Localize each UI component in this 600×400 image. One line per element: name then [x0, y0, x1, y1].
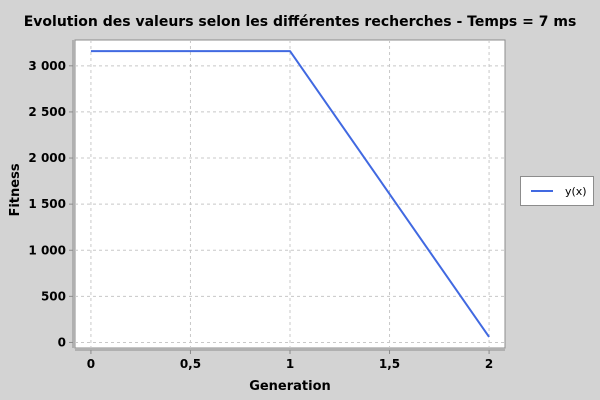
x-tick-label: 1,5 [379, 357, 400, 371]
plot-area [74, 39, 506, 349]
legend: y(x) [520, 176, 594, 206]
x-tick-label: 2 [485, 357, 493, 371]
legend-label: y(x) [565, 184, 587, 198]
axes: 0 0,5 1 1,5 2 0 500 1 000 1 500 2 000 2 500 3 000 [28, 40, 505, 371]
chart-title: Evolution des valeurs selon les différen… [23, 14, 577, 30]
y-tick-label: 2 500 [28, 105, 66, 119]
x-tick-label: 0,5 [180, 357, 201, 371]
y-tick-label: 1 000 [28, 243, 66, 257]
y-axis-label: Fitness [8, 163, 23, 216]
y-tick-label: 3 000 [28, 59, 66, 73]
legend-swatch [531, 190, 553, 192]
y-tick-label: 500 [41, 289, 66, 303]
y-tick-label: 2 000 [28, 151, 66, 165]
x-tick-label: 0 [87, 357, 95, 371]
x-axis-label: Generation [249, 379, 331, 394]
x-tick-label: 1 [286, 357, 294, 371]
y-tick-label: 0 [58, 335, 66, 349]
y-tick-label: 1 500 [28, 197, 66, 211]
series-line [90, 50, 490, 338]
series-lines [90, 50, 490, 338]
